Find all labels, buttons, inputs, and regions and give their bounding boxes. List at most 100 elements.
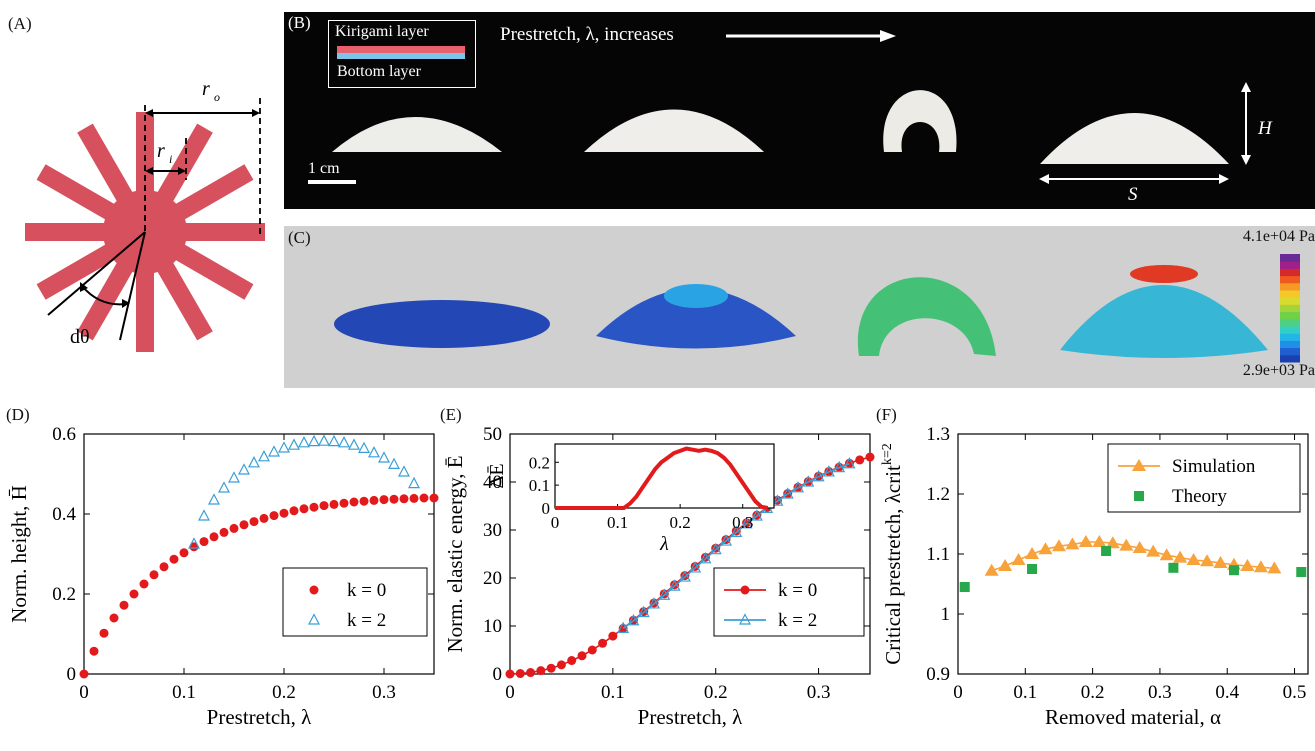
series-line <box>622 463 850 630</box>
data-point <box>709 542 722 555</box>
data-point <box>288 438 300 450</box>
legend-marker <box>308 613 320 625</box>
data-point <box>179 548 189 558</box>
y-tick-label: 1.2 <box>926 484 950 505</box>
data-point <box>865 452 875 462</box>
inset-y-tick-label: 0.2 <box>529 453 550 472</box>
data-point <box>1101 546 1112 556</box>
kirigami-schematic: r o r i dθ <box>25 78 265 352</box>
kirigami-arm <box>36 239 124 300</box>
y-tick-label: 1 <box>941 604 951 625</box>
data-point <box>536 666 546 676</box>
legend-marker <box>1132 459 1146 471</box>
dome-photo-1 <box>332 117 502 152</box>
data-point <box>228 471 240 483</box>
panel-label-f: (F) <box>876 405 897 424</box>
simulated-domes <box>334 254 1300 363</box>
data-point <box>959 582 970 592</box>
data-point <box>844 458 854 468</box>
colorbar-segment <box>1280 340 1300 349</box>
inset-y-tick-label: 0 <box>542 499 551 518</box>
data-point <box>637 605 650 618</box>
dome-photos <box>308 82 1251 184</box>
legend-label: k = 2 <box>347 610 386 631</box>
y-tick-label: 0.2 <box>52 584 76 605</box>
y-tick-label: 0 <box>67 664 77 685</box>
dome-photo-4 <box>1040 113 1229 164</box>
inset-curve <box>555 446 769 510</box>
data-point <box>139 579 149 589</box>
dome-photo-2 <box>584 109 764 152</box>
data-point <box>219 527 229 537</box>
data-point <box>419 493 429 503</box>
data-point <box>721 535 731 545</box>
y-axis-label: Norm. elastic energy, Ē <box>443 455 467 652</box>
legend-marker <box>740 585 750 595</box>
data-point <box>1025 547 1040 559</box>
data-point <box>268 445 280 457</box>
data-point <box>359 496 369 506</box>
y-tick-label: 20 <box>483 568 502 589</box>
data-point <box>1146 544 1161 557</box>
data-point <box>258 450 270 462</box>
height-label: H <box>1258 118 1272 139</box>
data-point <box>812 469 825 482</box>
inset-x-tick-label: 0 <box>551 513 560 532</box>
data-point <box>699 552 712 564</box>
data-point <box>771 494 784 506</box>
data-point <box>1119 538 1134 551</box>
y-tick-label: 30 <box>483 520 502 541</box>
data-point <box>259 513 269 523</box>
data-point <box>149 570 159 580</box>
data-point <box>1105 536 1120 549</box>
data-point <box>680 571 690 581</box>
data-point <box>998 559 1013 571</box>
data-point <box>598 638 608 648</box>
y-axis-label: Critical prestretch, λcritk=2 <box>880 443 905 665</box>
data-point <box>627 613 640 626</box>
colorbar-max-label: 4.1e+04 Pa <box>1242 228 1315 245</box>
outer-radius-label: r <box>202 78 210 100</box>
layer-legend: Kirigami layer Bottom layer <box>328 20 476 88</box>
data-point <box>711 543 721 553</box>
angle-line-right <box>119 231 146 341</box>
stress-colorbar <box>1280 254 1300 363</box>
kirigami-arm <box>136 262 154 352</box>
data-point <box>730 525 743 538</box>
inset-x-tick-label: 0.3 <box>732 513 753 532</box>
data-point <box>319 501 329 511</box>
x-tick-label: 0.4 <box>1215 682 1239 703</box>
data-point <box>299 504 309 514</box>
data-point <box>318 434 330 446</box>
x-axis-label: Prestretch, λ <box>207 705 312 729</box>
chart-normalized-height: 0 0.1 0.2 0.3 0 0.2 0.4 0.6 Prestretch, λ Norm. h… <box>7 424 439 729</box>
inset-y-tick-label: 0.1 <box>529 476 550 495</box>
data-point <box>218 481 230 493</box>
span-label: S <box>1128 184 1138 205</box>
sim-dome-4 <box>1060 285 1268 358</box>
panel-label-a: (A) <box>8 14 32 33</box>
data-point <box>617 621 630 633</box>
data-point <box>670 580 680 590</box>
kirigami-arm <box>77 253 138 341</box>
data-point <box>822 465 835 477</box>
data-point <box>668 579 681 591</box>
legend-kirigami-layer: Kirigami layer <box>335 23 429 40</box>
data-point <box>505 669 515 679</box>
kirigami-arm <box>166 239 254 300</box>
data-point <box>408 476 420 489</box>
y-axis-label: Norm. height, H̄ <box>7 485 31 623</box>
data-point <box>1267 561 1282 574</box>
data-point <box>781 487 794 499</box>
kirigami-arm <box>36 164 124 225</box>
data-point <box>119 600 129 610</box>
legend-marker <box>739 613 751 625</box>
simulation-panel-c: 4.1e+04 Pa 2.9e+03 Pa <box>284 226 1315 388</box>
data-point <box>731 526 741 536</box>
x-tick-label: 0.2 <box>1081 682 1105 703</box>
data-point <box>269 511 279 521</box>
inset-y-label: ΔĒ <box>486 463 508 488</box>
y-tick-label: 0.6 <box>52 424 76 445</box>
x-axis-label: Prestretch, λ <box>638 705 743 729</box>
data-point <box>309 502 319 512</box>
